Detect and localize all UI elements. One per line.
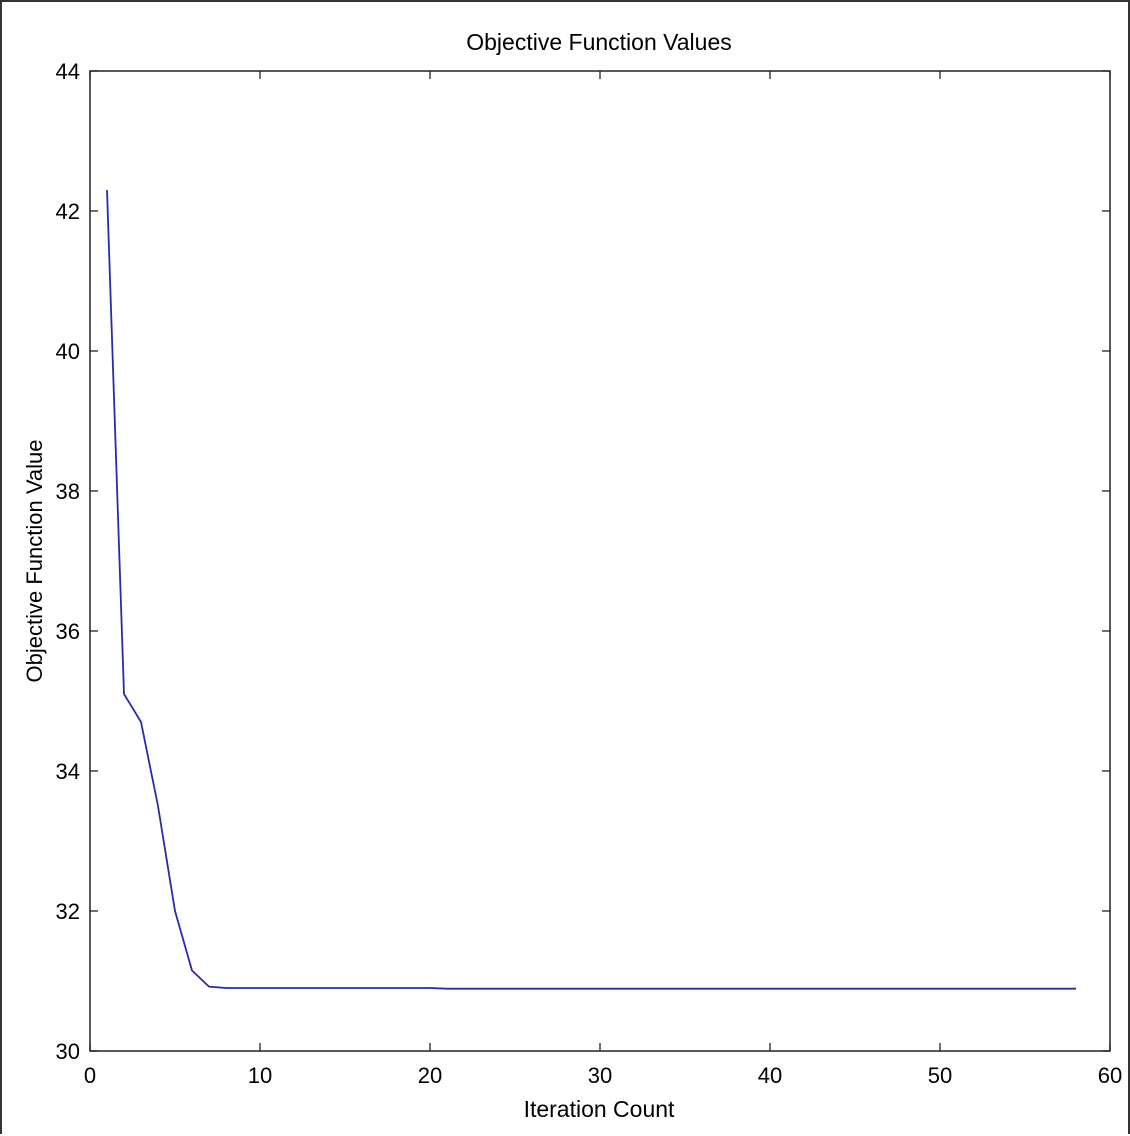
series-line-0: [106, 189, 1076, 990]
y-tick-label: 40: [56, 339, 80, 364]
x-axis: 0 10 20 30 40 50 60: [84, 71, 1122, 1088]
x-tick-label: 20: [418, 1063, 442, 1088]
plot-area-frame: [89, 70, 1111, 1052]
y-tick-label: 44: [56, 59, 80, 84]
y-tick-label: 30: [56, 1039, 80, 1064]
series-layer: [106, 189, 1076, 990]
x-tick-label: 10: [248, 1063, 272, 1088]
x-axis-label: Iteration Count: [524, 1096, 675, 1122]
y-tick-label: 38: [56, 479, 80, 504]
x-tick-label: 60: [1098, 1063, 1122, 1088]
y-tick-label: 36: [56, 619, 80, 644]
y-axis-label: Objective Function Value: [22, 440, 47, 683]
x-tick-label: 30: [588, 1063, 612, 1088]
chart-title: Objective Function Values: [466, 29, 732, 55]
y-tick-label: 34: [56, 759, 80, 784]
y-axis: 30 32 34 36 38 40 42 44: [56, 59, 1110, 1064]
x-tick-label: 0: [84, 1063, 96, 1088]
x-tick-label: 40: [758, 1063, 782, 1088]
y-tick-label: 42: [56, 199, 80, 224]
y-tick-label: 32: [56, 899, 80, 924]
x-tick-label: 50: [928, 1063, 952, 1088]
